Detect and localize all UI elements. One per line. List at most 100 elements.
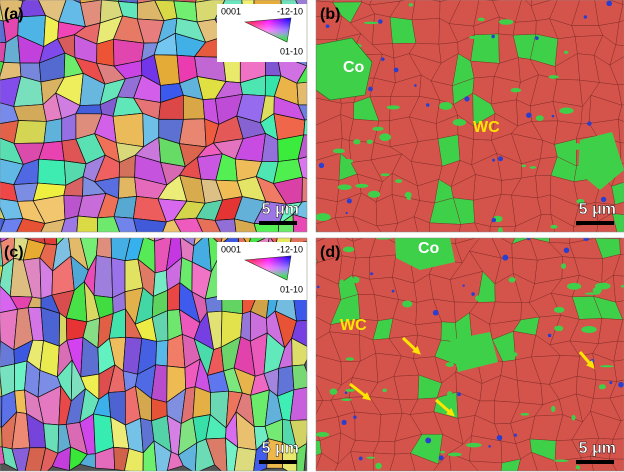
binder-spot: [469, 35, 478, 39]
binder-spot: [379, 133, 391, 141]
binder-spot: [521, 164, 526, 168]
blue-spot: [345, 211, 348, 215]
grain: [335, 216, 360, 232]
blue-spot: [414, 84, 417, 87]
binder-spot: [550, 405, 556, 412]
grain: [609, 56, 624, 86]
grain: [291, 364, 307, 391]
grain: [234, 446, 257, 471]
binder-spot: [477, 17, 485, 22]
binder-spot: [563, 50, 569, 54]
grain: [389, 452, 416, 471]
grain: [13, 120, 47, 144]
panel-label: (d): [320, 244, 340, 261]
blue-spot: [491, 34, 495, 39]
grain: [612, 419, 624, 440]
binder-spot: [445, 362, 454, 367]
scale-bar: [259, 460, 297, 464]
binder-spot: [406, 196, 411, 200]
grain: [413, 216, 430, 232]
legend-label: 0001: [221, 244, 241, 254]
blue-spot: [344, 391, 348, 395]
panel: [316, 238, 624, 471]
blue-spot: [600, 196, 607, 203]
scale-bar-label: 5 μm: [579, 201, 616, 218]
binder-spot: [599, 365, 614, 368]
grain: [411, 18, 440, 45]
grain: [296, 81, 307, 106]
blue-spot: [488, 445, 491, 448]
blue-spot: [547, 333, 552, 338]
binder-spot: [408, 3, 414, 7]
blue-spot: [526, 238, 531, 241]
binder-spot: [483, 49, 490, 58]
grain: [617, 84, 624, 106]
legend-box: [217, 242, 307, 300]
blue-spot: [346, 198, 352, 204]
binder-spot: [452, 118, 467, 126]
panel: [316, 0, 624, 232]
legend-label: -12-10: [277, 244, 303, 254]
blue-spot: [393, 67, 399, 73]
binder-spot: [339, 279, 345, 286]
grain: [297, 134, 307, 160]
grain: [61, 113, 77, 142]
grain: [617, 318, 624, 342]
grain: [95, 238, 112, 259]
binder-spot: [447, 391, 453, 397]
binder-spot: [402, 300, 413, 308]
blue-spot: [583, 15, 588, 19]
grain: [608, 438, 624, 460]
blue-spot: [353, 415, 357, 420]
binder-spot: [520, 412, 530, 416]
blue-spot: [425, 437, 432, 444]
grain: [615, 20, 624, 46]
grain: [468, 460, 503, 471]
binder-spot: [404, 191, 412, 199]
grain: [619, 238, 624, 256]
binder-spot: [355, 183, 369, 188]
grain: [609, 395, 624, 422]
scale-bar-label: 5 μm: [262, 440, 299, 457]
blue-spot: [370, 272, 374, 276]
blue-spot: [378, 19, 383, 24]
co-region: [578, 132, 624, 190]
panel-border: [0, 0, 308, 233]
blue-spot: [498, 156, 504, 162]
grain: [97, 216, 120, 232]
binder-spot: [576, 198, 585, 204]
arrow-head: [362, 392, 372, 401]
grain: [517, 380, 543, 405]
grain: [429, 222, 462, 232]
legend-label: -12-10: [277, 6, 303, 16]
binder-spot: [497, 227, 503, 232]
binder-spot: [475, 294, 490, 302]
blue-spot: [432, 309, 439, 316]
grain: [376, 223, 398, 232]
binder-spot: [345, 388, 355, 392]
blue-spot: [471, 292, 475, 296]
binder-spot: [554, 325, 564, 332]
blue-spot: [462, 284, 465, 287]
binder-spot: [316, 213, 331, 222]
grain: [536, 214, 555, 232]
binder-spot: [598, 384, 606, 390]
scale-bar-label: 5 μm: [262, 201, 299, 218]
panel-border: [315, 237, 624, 472]
grain: [369, 238, 398, 258]
binder-spot: [329, 388, 338, 395]
grain: [118, 176, 137, 199]
grain: [517, 451, 538, 471]
grain: [195, 217, 221, 232]
grain: [334, 451, 356, 471]
binder-spot: [592, 287, 602, 294]
binder-spot: [575, 465, 581, 470]
grain: [512, 20, 537, 36]
binder-spot: [571, 414, 576, 421]
scale-bar-label: 5 μm: [579, 440, 616, 457]
grain: [613, 359, 624, 382]
phase-label: Co: [343, 59, 365, 76]
grain: [76, 215, 98, 232]
grain: [0, 218, 24, 232]
grain: [316, 217, 341, 232]
